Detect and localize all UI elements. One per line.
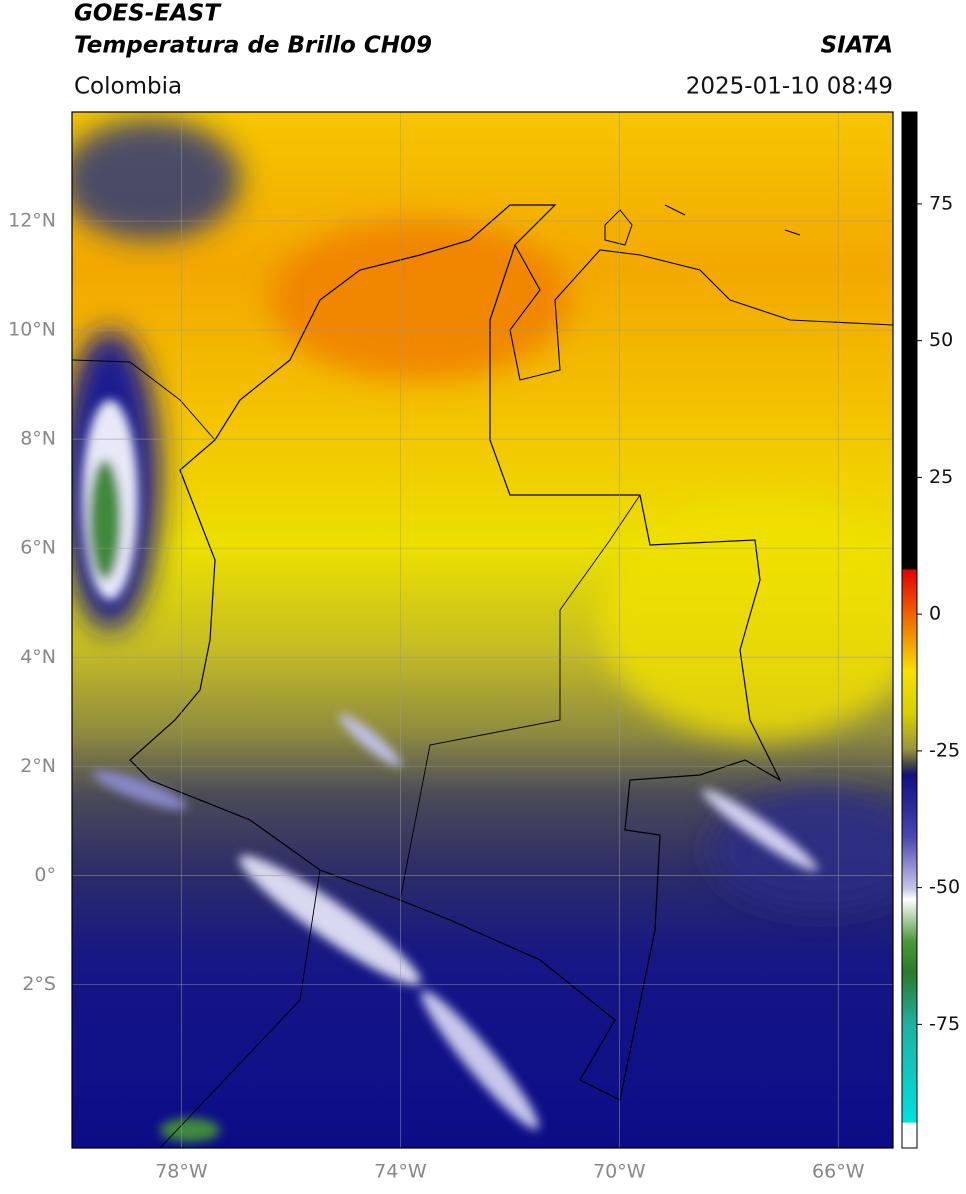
colorbar-tick-label: -50 (929, 876, 960, 898)
x-tick-label: 66°W (812, 1161, 865, 1183)
x-tick-label: 70°W (593, 1161, 646, 1183)
colorbar-tick-label: -75 (929, 1013, 960, 1035)
y-tick-label: 10°N (8, 319, 56, 341)
y-tick-label: 8°N (20, 428, 56, 450)
colorbar-tick-label: -25 (929, 739, 960, 761)
grid (72, 112, 893, 1148)
y-tick-label: 6°N (20, 537, 56, 559)
y-tick-label: 4°N (20, 646, 56, 668)
colorbar-tick-label: 0 (929, 603, 941, 625)
source: SIATA (821, 33, 893, 59)
y-tick-label: 0° (34, 864, 56, 886)
colorbar-tick-label: 25 (929, 466, 953, 488)
y-tick-label: 2°S (22, 973, 56, 995)
x-tick-label: 78°W (155, 1161, 208, 1183)
y-tick-label: 2°N (20, 755, 56, 777)
y-tick-label: 12°N (8, 210, 56, 232)
timestamp: 2025-01-10 08:49 (686, 74, 893, 100)
colorbar-tick-label: 50 (929, 329, 953, 351)
satellite-image (72, 112, 893, 1148)
x-tick-label: 74°W (374, 1161, 427, 1183)
title: GOES-EAST (74, 1, 222, 27)
region: Colombia (74, 74, 182, 100)
subtitle: Temperatura de Brillo CH09 (74, 33, 432, 59)
colorbar (901, 111, 918, 1149)
plot-frame (71, 111, 894, 1149)
colorbar-tick-label: 75 (929, 192, 953, 214)
